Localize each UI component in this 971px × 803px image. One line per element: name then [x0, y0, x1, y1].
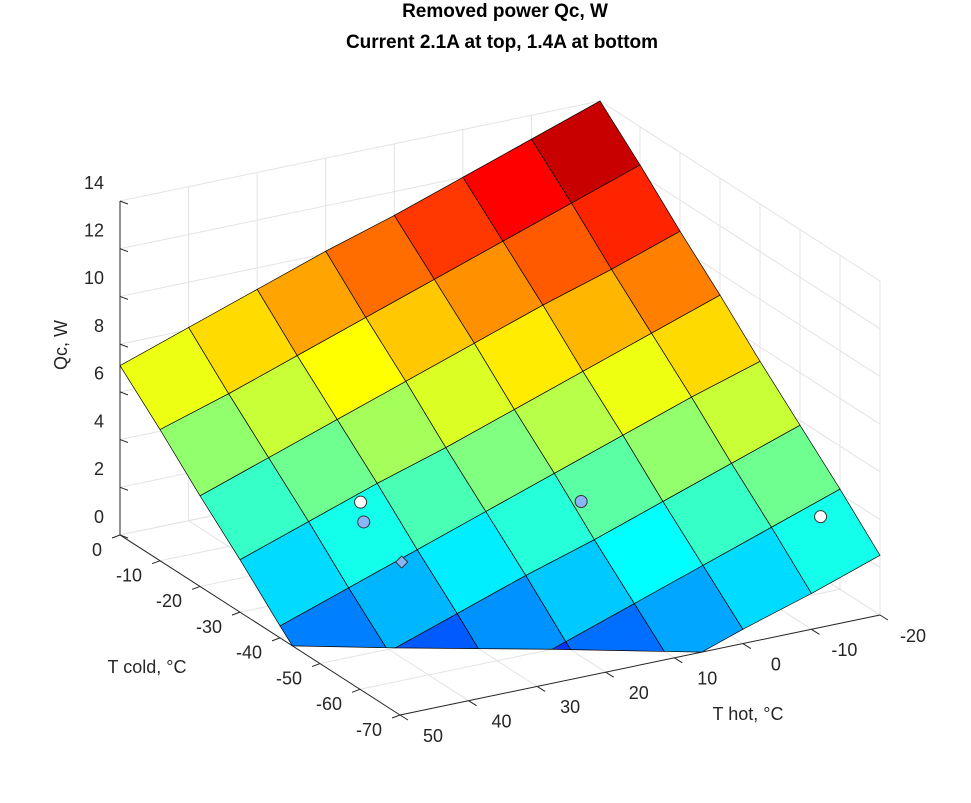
y-tick-label: -40 — [236, 643, 262, 663]
tick-mark — [119, 534, 129, 539]
x-tick-label: 10 — [697, 669, 717, 689]
grid-line — [119, 100, 601, 202]
tick-mark — [119, 439, 129, 444]
x-tick-label: 0 — [771, 654, 781, 674]
data-point — [357, 515, 371, 529]
tick-mark — [191, 585, 201, 590]
x-tick-label: 50 — [423, 726, 443, 746]
y-tick-label: -50 — [276, 668, 302, 688]
tick-mark — [468, 700, 477, 707]
tick-mark — [231, 611, 241, 616]
x-tick-label: 40 — [492, 711, 512, 731]
tick-mark — [111, 534, 121, 539]
tick-mark — [351, 688, 361, 693]
tick-mark — [119, 295, 129, 300]
tick-mark — [391, 714, 401, 719]
z-tick-label: 14 — [84, 173, 104, 193]
y-tick-label: -20 — [156, 591, 182, 611]
y-tick-label: -10 — [116, 565, 142, 585]
z-axis-label: Qc, W — [51, 320, 71, 370]
data-point — [395, 555, 409, 569]
tick-mark — [119, 391, 129, 396]
tick-mark — [536, 686, 546, 692]
z-tick-label: 12 — [84, 220, 104, 240]
z-tick-label: 6 — [94, 364, 104, 384]
z-tick-label: 0 — [94, 507, 104, 527]
tick-mark — [605, 671, 614, 678]
x-tick-label: -20 — [900, 626, 926, 646]
tick-mark — [271, 637, 281, 642]
y-tick-label: -30 — [196, 617, 222, 637]
tick-mark — [119, 486, 129, 491]
z-tick-label: 4 — [94, 411, 104, 431]
surface-cell — [119, 327, 230, 430]
tick-mark — [742, 643, 752, 649]
y-tick-label: 0 — [92, 540, 102, 560]
tick-mark — [151, 560, 161, 565]
y-tick-label: -70 — [356, 720, 382, 740]
x-tick-label: 20 — [629, 683, 649, 703]
chart-title: Removed power Qc, W — [402, 1, 608, 22]
data-point — [814, 510, 828, 524]
axis-line — [399, 614, 881, 716]
z-tick-label: 2 — [94, 459, 104, 479]
z-tick-label: 8 — [94, 316, 104, 336]
tick-mark — [311, 663, 321, 668]
x-tick-label: 30 — [560, 697, 580, 717]
x-axis-label: T hot, °C — [713, 704, 784, 724]
tick-mark — [811, 628, 820, 635]
y-axis-label: T cold, °C — [108, 657, 187, 677]
tick-mark — [119, 343, 129, 348]
tick-mark — [119, 200, 129, 205]
data-point — [574, 494, 588, 508]
axis-line — [119, 534, 401, 716]
data-point — [354, 495, 368, 509]
tick-mark — [879, 614, 889, 621]
tick-mark — [674, 657, 683, 664]
tick-mark — [119, 248, 129, 253]
chart-subtitle: Current 2.1A at top, 1.4A at bottom — [346, 32, 658, 53]
tick-mark — [399, 714, 409, 721]
y-tick-label: -60 — [316, 694, 342, 714]
x-tick-label: -10 — [831, 640, 857, 660]
z-tick-label: 10 — [84, 268, 104, 288]
grid-line — [599, 100, 881, 282]
